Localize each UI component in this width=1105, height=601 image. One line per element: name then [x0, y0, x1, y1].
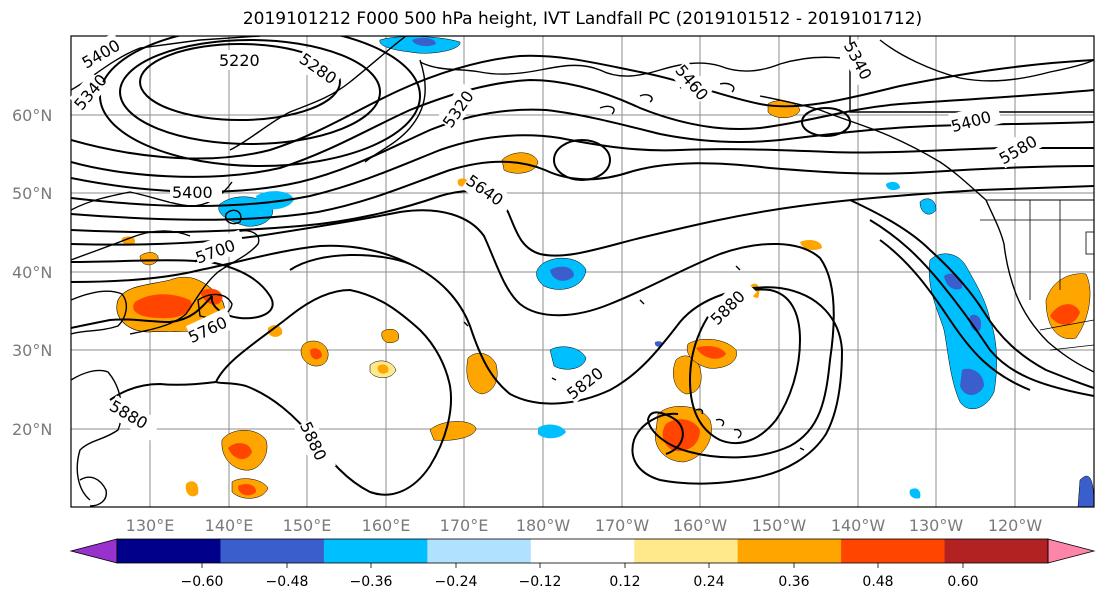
map-frame: [70, 35, 1095, 508]
lon-label: 160°W: [673, 516, 728, 535]
lat-label: 40°N: [12, 263, 52, 282]
colorbar-segment: [323, 539, 428, 563]
lon-label: 140°E: [205, 516, 254, 535]
lon-label: 130°W: [909, 516, 964, 535]
colorbar-ticks: −0.60 −0.48 −0.36 −0.24 −0.12 0.12 0.24 …: [181, 574, 979, 590]
contour-label: 5400: [172, 183, 213, 202]
lat-label: 60°N: [12, 106, 52, 125]
colorbar-tick-label: 0.48: [862, 574, 893, 590]
colorbar-tick-label: −0.48: [266, 574, 309, 590]
colorbar-tick-label: 0.36: [778, 574, 809, 590]
colorbar-tick-label: −0.12: [519, 574, 562, 590]
colorbar-extend-low: [69, 538, 118, 564]
colorbar-segment: [530, 539, 635, 563]
lon-label: 120°W: [988, 516, 1043, 535]
map-panel: [70, 35, 1095, 508]
lon-label: 170°W: [595, 516, 650, 535]
lon-label: 150°W: [752, 516, 807, 535]
latitude-axis: 60°N 50°N 40°N 30°N 20°N: [12, 106, 52, 439]
colorbar-tick-label: 0.12: [609, 574, 640, 590]
colorbar-tick-label: 0.24: [693, 574, 724, 590]
colorbar-segment: [220, 539, 325, 563]
lon-label: 160°E: [362, 516, 411, 535]
height-contours: [71, 36, 1094, 496]
colorbar-segment: [117, 539, 221, 563]
colorbar-tick-label: 0.60: [947, 574, 978, 590]
longitude-axis: 130°E 140°E 150°E 160°E 170°E 180°W 170°…: [126, 516, 1043, 535]
colorbar-tick-label: −0.60: [181, 574, 224, 590]
lon-label: 130°E: [126, 516, 175, 535]
colorbar-segment: [427, 539, 532, 563]
lat-label: 20°N: [12, 420, 52, 439]
coastlines: [71, 36, 1094, 507]
colorbar-segments: [117, 539, 1049, 563]
colorbar-segment: [841, 539, 946, 563]
colorbar-segment: [737, 539, 842, 563]
lat-label: 30°N: [12, 341, 52, 360]
lon-label: 170°E: [440, 516, 489, 535]
lat-label: 50°N: [12, 184, 52, 203]
colorbar-extend-high: [1047, 538, 1096, 564]
colorbar: −0.60 −0.48 −0.36 −0.24 −0.12 0.12 0.24 …: [69, 538, 1096, 590]
colorbar-segment: [944, 539, 1049, 563]
colorbar-tick-label: −0.24: [435, 574, 478, 590]
lon-label: 180°W: [516, 516, 571, 535]
contour-label: 5220: [219, 51, 260, 70]
colorbar-segment: [634, 539, 739, 563]
colorbar-tick-label: −0.36: [350, 574, 393, 590]
lon-label: 150°E: [283, 516, 332, 535]
lon-label: 140°W: [831, 516, 886, 535]
map-title: 2019101212 F000 500 hPa height, IVT Land…: [242, 9, 923, 29]
